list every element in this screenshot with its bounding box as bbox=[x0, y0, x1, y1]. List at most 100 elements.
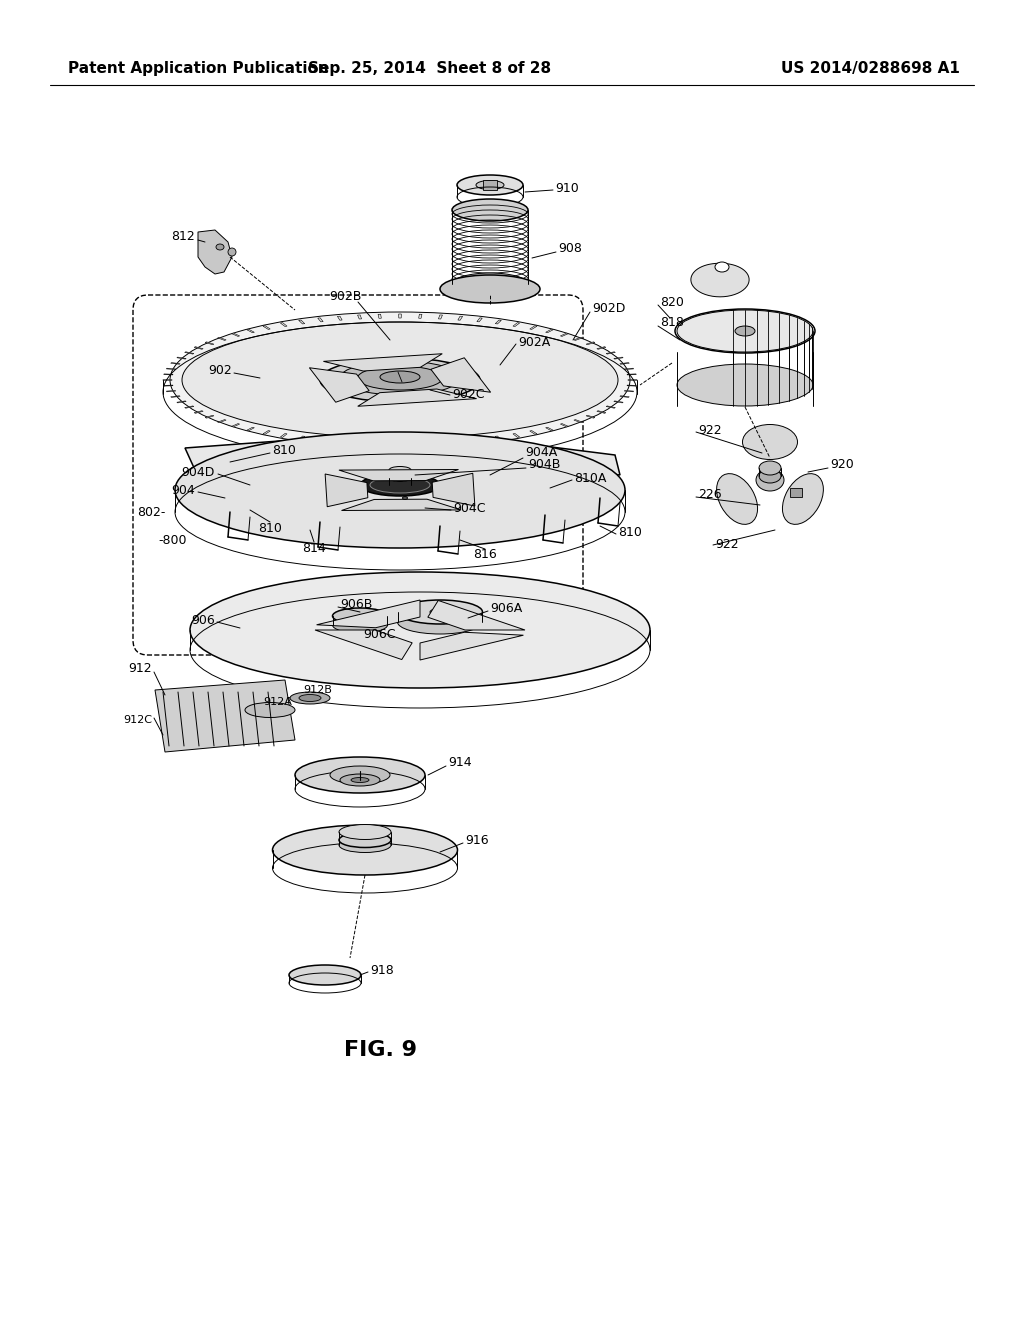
Text: 814: 814 bbox=[302, 541, 326, 554]
Ellipse shape bbox=[742, 425, 798, 459]
Polygon shape bbox=[620, 396, 630, 397]
Ellipse shape bbox=[782, 474, 823, 524]
Text: 810: 810 bbox=[618, 525, 642, 539]
Polygon shape bbox=[606, 351, 615, 354]
Ellipse shape bbox=[759, 469, 781, 483]
Polygon shape bbox=[513, 322, 519, 326]
Ellipse shape bbox=[299, 694, 321, 701]
Ellipse shape bbox=[677, 364, 813, 407]
Polygon shape bbox=[560, 424, 568, 426]
Polygon shape bbox=[586, 342, 595, 345]
Polygon shape bbox=[398, 314, 401, 318]
Text: Patent Application Publication: Patent Application Publication bbox=[68, 61, 329, 75]
Polygon shape bbox=[625, 368, 634, 370]
Polygon shape bbox=[529, 430, 537, 434]
Polygon shape bbox=[398, 442, 401, 446]
Text: 908: 908 bbox=[558, 242, 582, 255]
Polygon shape bbox=[620, 363, 630, 364]
Polygon shape bbox=[324, 354, 442, 371]
Ellipse shape bbox=[272, 825, 458, 875]
Text: US 2014/0288698 A1: US 2014/0288698 A1 bbox=[780, 61, 959, 75]
Polygon shape bbox=[166, 368, 176, 370]
Text: 802-: 802- bbox=[136, 506, 165, 519]
Text: 922: 922 bbox=[715, 539, 738, 552]
Text: 904C: 904C bbox=[453, 502, 485, 515]
Polygon shape bbox=[155, 680, 295, 752]
Polygon shape bbox=[339, 470, 459, 480]
Ellipse shape bbox=[295, 756, 425, 793]
Ellipse shape bbox=[340, 774, 380, 785]
Polygon shape bbox=[496, 436, 502, 440]
Ellipse shape bbox=[677, 310, 813, 352]
Polygon shape bbox=[317, 438, 324, 442]
Polygon shape bbox=[205, 416, 214, 418]
Ellipse shape bbox=[319, 358, 480, 403]
Ellipse shape bbox=[370, 477, 430, 492]
Ellipse shape bbox=[339, 833, 391, 847]
Text: 902C: 902C bbox=[452, 388, 484, 401]
Polygon shape bbox=[177, 401, 186, 403]
Polygon shape bbox=[560, 333, 568, 337]
Ellipse shape bbox=[430, 609, 450, 615]
Bar bbox=[790, 488, 802, 498]
Polygon shape bbox=[217, 338, 226, 341]
Ellipse shape bbox=[340, 360, 460, 395]
Ellipse shape bbox=[397, 601, 482, 624]
Polygon shape bbox=[438, 315, 442, 319]
Polygon shape bbox=[529, 326, 537, 330]
Polygon shape bbox=[195, 347, 203, 350]
Ellipse shape bbox=[380, 371, 420, 383]
Ellipse shape bbox=[339, 825, 391, 840]
Ellipse shape bbox=[440, 275, 540, 304]
Polygon shape bbox=[342, 499, 461, 511]
Text: 906A: 906A bbox=[490, 602, 522, 615]
Text: 906B: 906B bbox=[340, 598, 373, 610]
Polygon shape bbox=[337, 440, 342, 444]
Ellipse shape bbox=[245, 702, 295, 718]
Polygon shape bbox=[546, 428, 553, 430]
Ellipse shape bbox=[333, 609, 387, 624]
Ellipse shape bbox=[715, 261, 729, 272]
Text: 820: 820 bbox=[660, 296, 684, 309]
Bar bbox=[483, 180, 497, 190]
Text: 902A: 902A bbox=[518, 335, 550, 348]
Text: 816: 816 bbox=[473, 549, 497, 561]
Polygon shape bbox=[357, 389, 476, 407]
Polygon shape bbox=[184, 407, 194, 408]
Text: 920: 920 bbox=[830, 458, 854, 471]
Polygon shape bbox=[546, 329, 553, 333]
Text: 902: 902 bbox=[208, 364, 232, 378]
Polygon shape bbox=[247, 428, 254, 430]
Ellipse shape bbox=[333, 616, 387, 634]
Polygon shape bbox=[597, 347, 606, 350]
Text: 912: 912 bbox=[128, 661, 152, 675]
Ellipse shape bbox=[759, 461, 781, 475]
Polygon shape bbox=[299, 319, 305, 323]
Ellipse shape bbox=[170, 312, 630, 447]
Text: 902D: 902D bbox=[592, 301, 626, 314]
Text: 912A: 912A bbox=[263, 697, 292, 708]
Ellipse shape bbox=[717, 474, 758, 524]
Text: 916: 916 bbox=[465, 833, 488, 846]
Ellipse shape bbox=[228, 248, 236, 256]
Text: 818: 818 bbox=[660, 315, 684, 329]
Polygon shape bbox=[217, 420, 226, 422]
Text: 812: 812 bbox=[171, 231, 195, 243]
Polygon shape bbox=[691, 263, 750, 297]
Text: 810: 810 bbox=[258, 521, 282, 535]
Ellipse shape bbox=[452, 273, 528, 294]
Polygon shape bbox=[613, 401, 624, 403]
Text: 226: 226 bbox=[698, 488, 722, 502]
Ellipse shape bbox=[290, 692, 330, 704]
Ellipse shape bbox=[175, 432, 625, 548]
Polygon shape bbox=[357, 315, 361, 319]
Ellipse shape bbox=[389, 466, 411, 474]
Ellipse shape bbox=[330, 766, 390, 784]
Polygon shape bbox=[458, 317, 463, 321]
Polygon shape bbox=[573, 420, 583, 422]
Polygon shape bbox=[477, 438, 482, 442]
Text: 912B: 912B bbox=[303, 685, 332, 696]
Polygon shape bbox=[458, 440, 463, 444]
Polygon shape bbox=[496, 319, 502, 323]
Polygon shape bbox=[378, 314, 381, 318]
